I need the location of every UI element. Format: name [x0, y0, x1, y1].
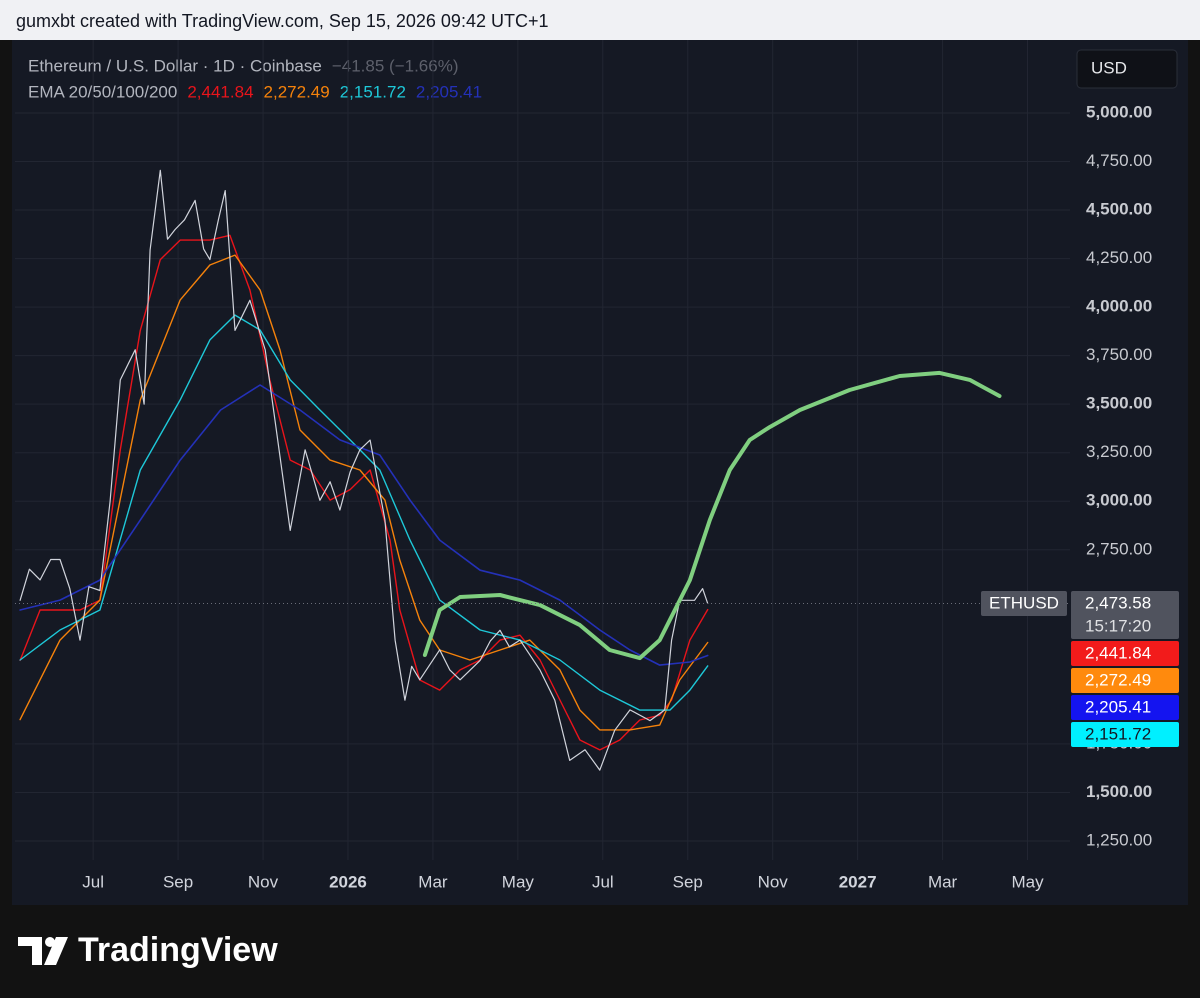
- y-tick-label: 4,250.00: [1086, 248, 1152, 267]
- legend-value: 2,151.72: [340, 82, 406, 101]
- price-countdown: 15:17:20: [1085, 616, 1151, 635]
- grid: [15, 40, 1070, 860]
- series-line: [19, 234, 709, 751]
- price-badge-label: 2,205.41: [1085, 697, 1151, 716]
- x-tick-label: Mar: [928, 872, 958, 891]
- logo-icon: [18, 937, 68, 965]
- y-tick-label: 3,500.00: [1086, 394, 1152, 413]
- chart-panel: [12, 40, 1188, 905]
- y-tick-label: 4,500.00: [1086, 200, 1152, 219]
- x-tick-label: May: [502, 872, 535, 891]
- price-badge-label: 2,441.84: [1085, 643, 1151, 662]
- y-tick-label: 5,000.00: [1086, 102, 1152, 121]
- series-line: [19, 254, 709, 731]
- brand: TradingView: [78, 931, 278, 969]
- price-change: −41.85 (−1.66%): [332, 56, 459, 75]
- legend-value: 2,205.41: [416, 82, 482, 101]
- y-tick-label: 1,500.00: [1086, 782, 1152, 801]
- series-line: [19, 384, 709, 666]
- legend-value: 2,441.84: [187, 82, 253, 101]
- x-tick-label: May: [1011, 872, 1044, 891]
- x-tick-label: Nov: [248, 872, 279, 891]
- y-tick-label: 3,250.00: [1086, 442, 1152, 461]
- series-line: [19, 314, 709, 711]
- price-badge: [1071, 590, 1179, 639]
- x-tick-label: 2026: [329, 872, 367, 891]
- x-tick-label: Mar: [418, 872, 448, 891]
- indicator-label: EMA 20/50/100/200: [28, 82, 177, 101]
- x-tick-label: Jul: [82, 872, 104, 891]
- y-tick-label: 2,750.00: [1086, 539, 1152, 558]
- y-tick-label: 4,000.00: [1086, 297, 1152, 316]
- y-tick-label: 3,000.00: [1086, 491, 1152, 510]
- series-line: [422, 370, 1002, 661]
- currency[interactable]: USD: [1091, 58, 1127, 77]
- top-strip: [0, 0, 1200, 40]
- price-badge: [1071, 640, 1179, 666]
- price-badge: [1071, 694, 1179, 720]
- x-tick-label: Nov: [758, 872, 789, 891]
- currency-box[interactable]: [1076, 49, 1178, 89]
- price-badge: [1071, 667, 1179, 693]
- symbol-badge-label: ETHUSD: [989, 593, 1059, 612]
- y-tick-label: 1,250.00: [1086, 830, 1152, 849]
- price-badge: [1071, 721, 1179, 747]
- price-badge-label: 2,473.58: [1085, 593, 1151, 612]
- x-tick-label: Sep: [673, 872, 703, 891]
- price-badge-label: 2,151.72: [1085, 724, 1151, 743]
- x-tick-label: 2027: [839, 872, 877, 891]
- legend-value: 2,272.49: [264, 82, 330, 101]
- author-line: gumxbt created with TradingView.com, Sep…: [16, 11, 548, 31]
- series-line: [19, 169, 709, 771]
- x-tick-label: Sep: [163, 872, 193, 891]
- y-tick-label: 4,750.00: [1086, 151, 1152, 170]
- symbol-badge: [981, 590, 1067, 616]
- price-badge-label: 2,272.49: [1085, 670, 1151, 689]
- y-tick-label: 3,750.00: [1086, 345, 1152, 364]
- chart-title: Ethereum / U.S. Dollar · 1D · Coinbase: [28, 56, 322, 75]
- x-tick-label: Jul: [592, 872, 614, 891]
